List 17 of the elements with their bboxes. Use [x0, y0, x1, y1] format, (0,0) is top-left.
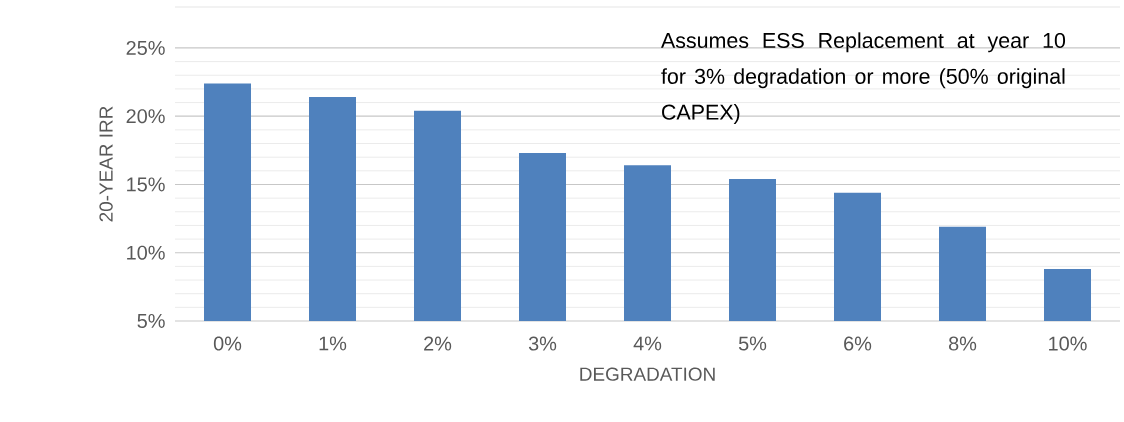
- x-tick-label: 0%: [213, 336, 242, 351]
- annotation: Assumes ESS Replacement at year 10 for 3% degradation or more (50% original CAPEX): [660, 32, 1066, 125]
- x-tick-label: 10%: [1049, 336, 1087, 351]
- y-tick-label: 25%: [126, 40, 165, 55]
- x-tick-label: 3%: [528, 336, 557, 351]
- x-axis-title: DEGRADATION: [580, 367, 715, 381]
- y-axis-title: 20-YEAR IRR: [99, 106, 113, 222]
- x-tick-label: 4%: [633, 336, 662, 351]
- y-tick-label: 15%: [127, 177, 165, 192]
- y-tick-label: 20%: [126, 109, 165, 124]
- x-tick-label: 5%: [738, 336, 767, 351]
- x-tick-label: 2%: [424, 336, 452, 351]
- x-tick-label: 6%: [844, 336, 872, 351]
- x-tick-label: 1%: [319, 336, 347, 351]
- x-tick-label: 8%: [948, 336, 977, 351]
- y-tick-label: 10%: [127, 245, 165, 260]
- y-tick-label: 5%: [137, 313, 165, 328]
